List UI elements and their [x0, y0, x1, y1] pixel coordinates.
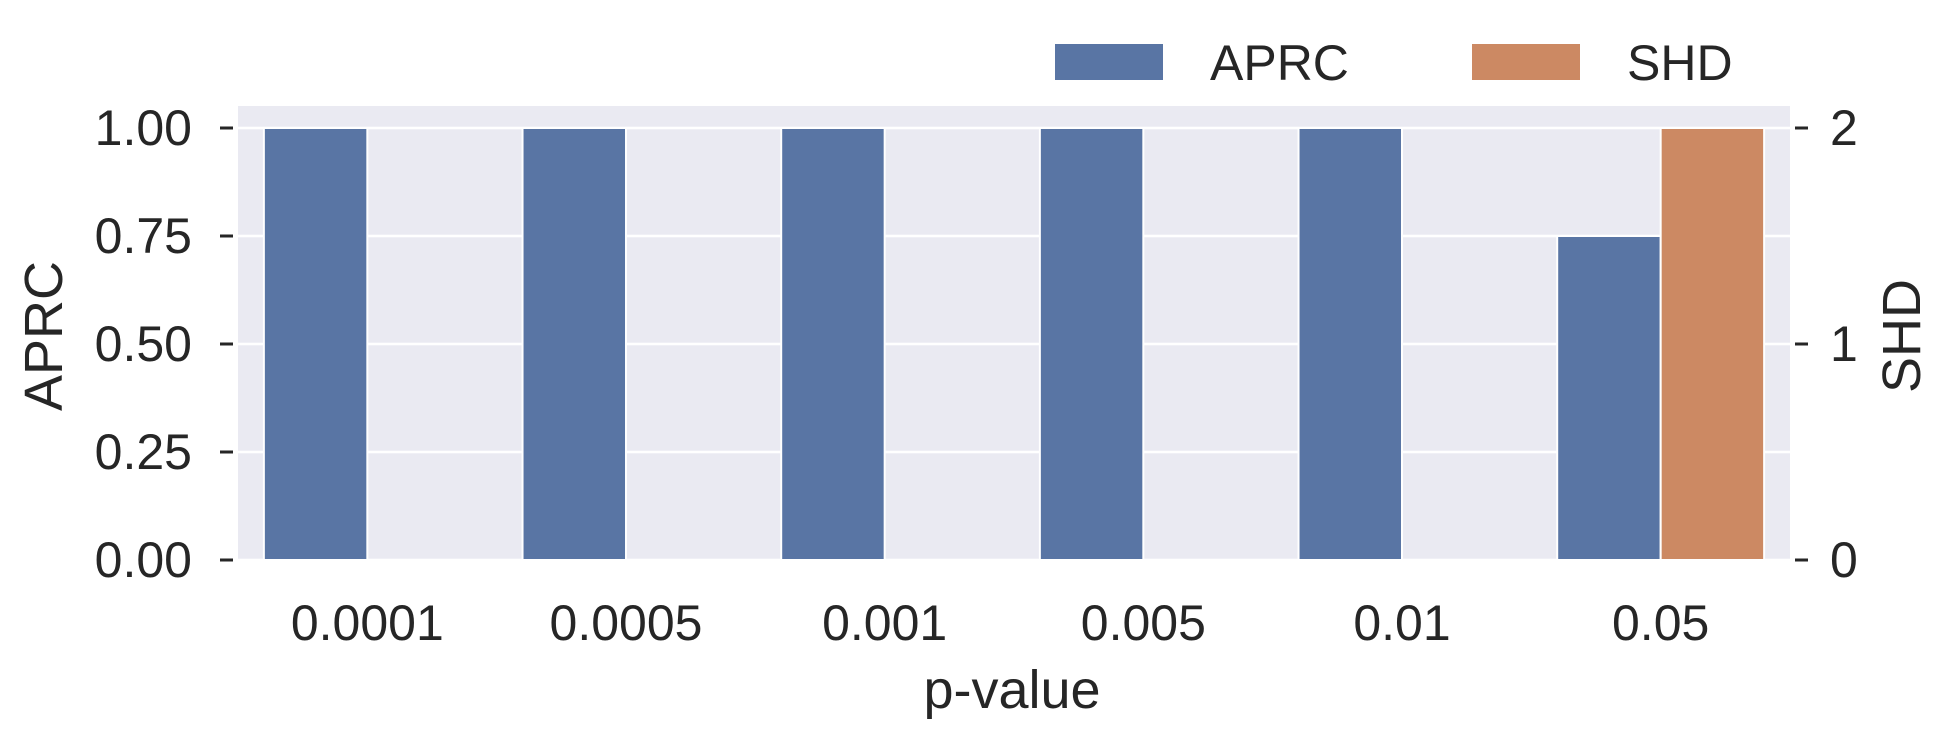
legend-swatch-aprc — [1055, 44, 1163, 80]
bar-aprc — [262, 127, 369, 561]
y-right-tick-label: 2 — [1830, 100, 1858, 156]
bar-aprc — [1038, 127, 1145, 561]
x-axis: 0.0001 0.0005 0.001 0.005 0.01 0.05 — [291, 595, 1709, 651]
x-tick-label: 0.005 — [1081, 595, 1206, 651]
x-tick-label: 0.0001 — [291, 595, 444, 651]
bars — [262, 127, 1766, 561]
legend-swatch-shd — [1472, 44, 1580, 80]
grid-lines — [238, 126, 1790, 562]
bar-aprc — [780, 127, 886, 561]
bar-shd — [1659, 127, 1766, 561]
bar-aprc — [1556, 235, 1662, 561]
y-tick-label: 0.50 — [95, 316, 192, 372]
x-tick-label: 0.01 — [1353, 595, 1450, 651]
y-tick-label: 0.75 — [95, 208, 192, 264]
bar-aprc — [1297, 127, 1403, 561]
x-axis-title: p-value — [923, 660, 1100, 720]
y-tick-label: 0.25 — [95, 424, 192, 480]
legend-label-aprc: APRC — [1210, 35, 1349, 91]
right-y-axis: 0 1 2 — [1795, 100, 1858, 588]
y-tick-label: 0.00 — [95, 532, 192, 588]
plot-background — [238, 106, 1790, 560]
legend: APRC SHD — [1055, 35, 1733, 91]
x-tick-label: 0.001 — [822, 595, 947, 651]
y-axis-title-right: SHD — [1872, 279, 1932, 393]
y-right-tick-label: 1 — [1830, 316, 1858, 372]
y-right-tick-label: 0 — [1830, 532, 1858, 588]
legend-label-shd: SHD — [1627, 35, 1733, 91]
x-tick-label: 0.05 — [1612, 595, 1709, 651]
x-tick-label: 0.0005 — [550, 595, 703, 651]
y-tick-label: 1.00 — [95, 100, 192, 156]
bar-aprc — [521, 127, 627, 561]
y-axis-title-left: APRC — [14, 261, 74, 411]
left-y-axis: 0.00 0.25 0.50 0.75 1.00 — [95, 100, 233, 588]
